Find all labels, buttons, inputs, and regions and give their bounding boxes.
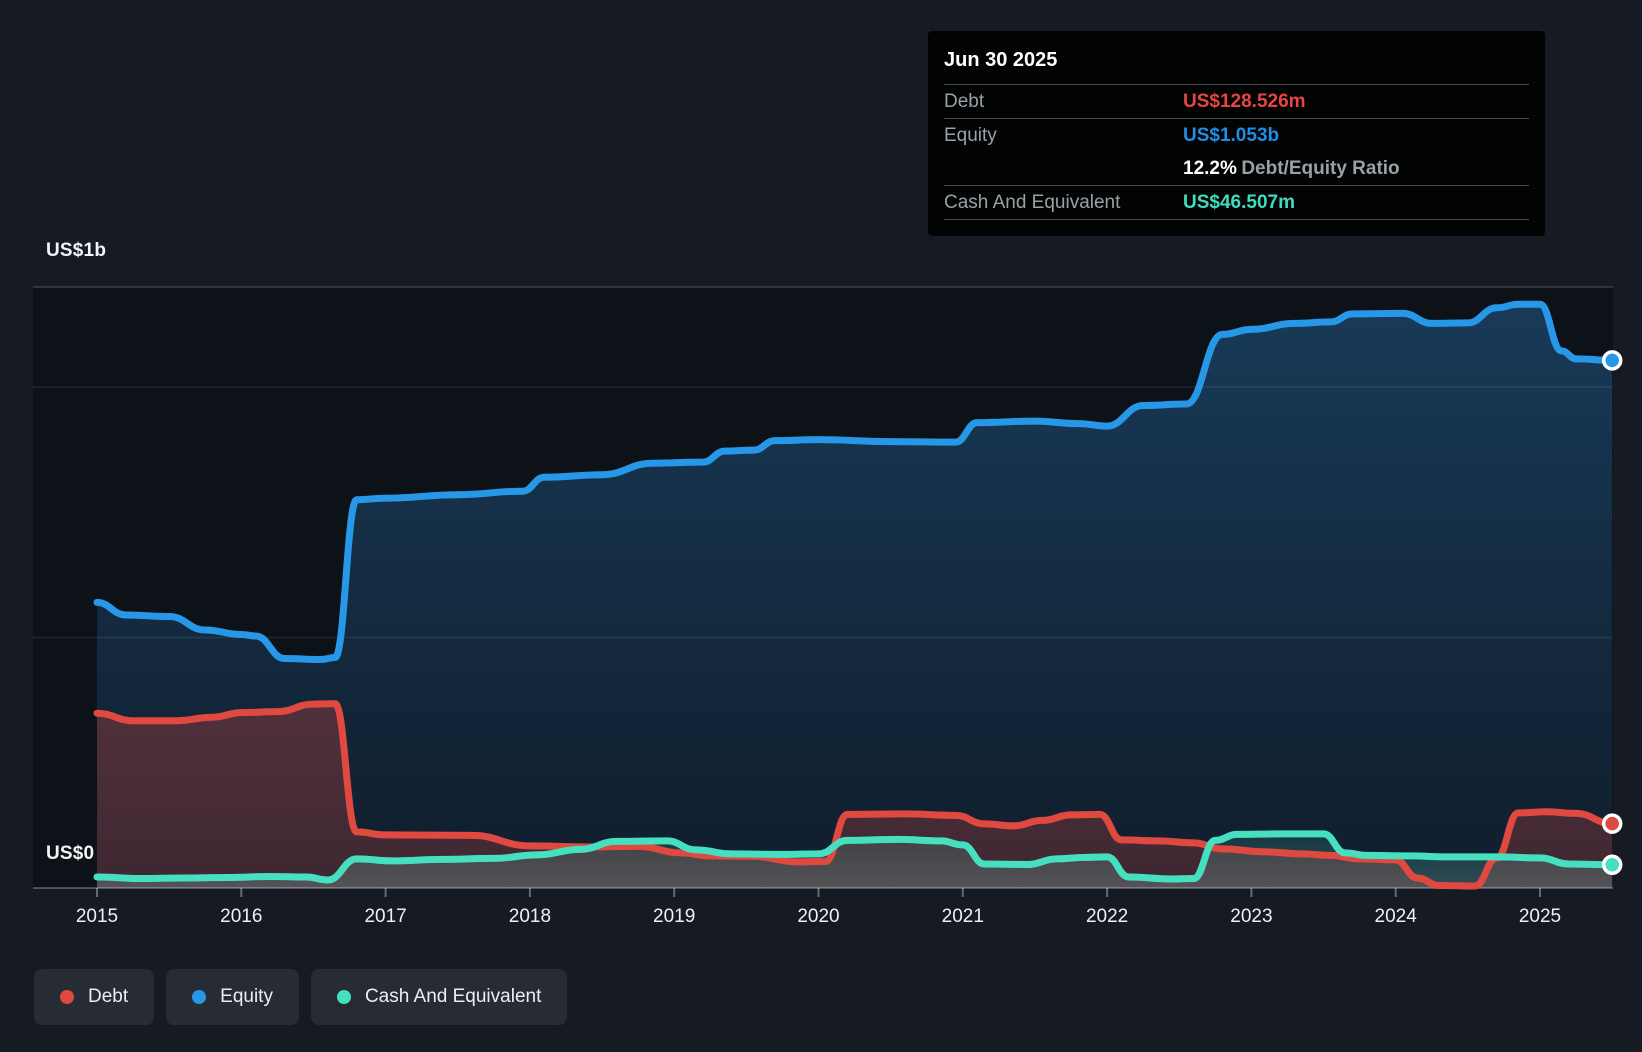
tooltip-row-ratio: 12.2% Debt/Equity Ratio xyxy=(944,152,1529,185)
y-axis-label-1b: US$1b xyxy=(46,240,107,261)
debt-area xyxy=(97,703,1613,888)
tooltip-equity-value: US$1.053b xyxy=(1183,124,1280,146)
legend-item-debt[interactable]: Debt xyxy=(34,969,155,1025)
x-tick-label-2025: 2025 xyxy=(1519,906,1561,927)
debt-dot-icon xyxy=(60,990,74,1004)
tooltip-ratio-value: 12.2% xyxy=(1183,157,1237,179)
tooltip-debt-label: Debt xyxy=(944,90,985,112)
x-tick-label-2021: 2021 xyxy=(942,906,984,927)
tooltip-row-debt: Debt US$128.526m xyxy=(944,84,1529,118)
y-axis-label-0: US$0 xyxy=(46,843,95,864)
equity-endpoint-marker xyxy=(1601,350,1623,371)
equity-dot-icon xyxy=(192,990,207,1004)
tooltip-row-cash: Cash And Equivalent US$46.507m xyxy=(944,185,1529,219)
x-tick-label-2017: 2017 xyxy=(364,906,406,927)
legend-item-cash[interactable]: Cash And Equivalent xyxy=(310,969,568,1025)
debt-line xyxy=(93,700,1616,890)
legend: Debt Equity Cash And Equivalent xyxy=(34,969,568,1025)
x-tick-label-2020: 2020 xyxy=(797,906,839,927)
x-tick-label-2024: 2024 xyxy=(1375,906,1418,927)
x-tick-label-2022: 2022 xyxy=(1086,906,1128,927)
tooltip-cash-value: US$46.507m xyxy=(1183,191,1295,213)
tooltip-cash-label: Cash And Equivalent xyxy=(944,191,1121,213)
tooltip-row-equity: Equity US$1.053b xyxy=(944,118,1529,152)
debt-endpoint-marker xyxy=(1601,813,1623,834)
legend-equity-label: Equity xyxy=(220,986,273,1007)
legend-debt-label: Debt xyxy=(88,986,129,1007)
equity-area xyxy=(97,304,1613,888)
legend-item-equity[interactable]: Equity xyxy=(166,969,299,1025)
tooltip-date: Jun 30 2025 xyxy=(944,49,1058,71)
cash-line xyxy=(93,830,1616,884)
x-tick-label-2016: 2016 xyxy=(220,906,262,927)
hover-tooltip: Jun 30 2025 Debt US$128.526m Equity US$1… xyxy=(928,31,1545,236)
x-tick-label-2023: 2023 xyxy=(1230,906,1272,927)
x-tick-label-2015: 2015 xyxy=(76,906,118,927)
equity-line xyxy=(93,300,1616,663)
cash-dot-icon xyxy=(336,990,351,1004)
tooltip-equity-label: Equity xyxy=(944,124,997,146)
x-tick-label-2018: 2018 xyxy=(509,906,551,927)
cash-endpoint-marker xyxy=(1601,854,1623,875)
x-tick-label-2019: 2019 xyxy=(653,906,695,927)
tooltip-ratio-label: Debt/Equity Ratio xyxy=(1241,157,1400,179)
tooltip-debt-value: US$128.526m xyxy=(1183,90,1306,112)
legend-cash-label: Cash And Equivalent xyxy=(364,986,542,1007)
tooltip-footer-divider xyxy=(944,219,1529,230)
